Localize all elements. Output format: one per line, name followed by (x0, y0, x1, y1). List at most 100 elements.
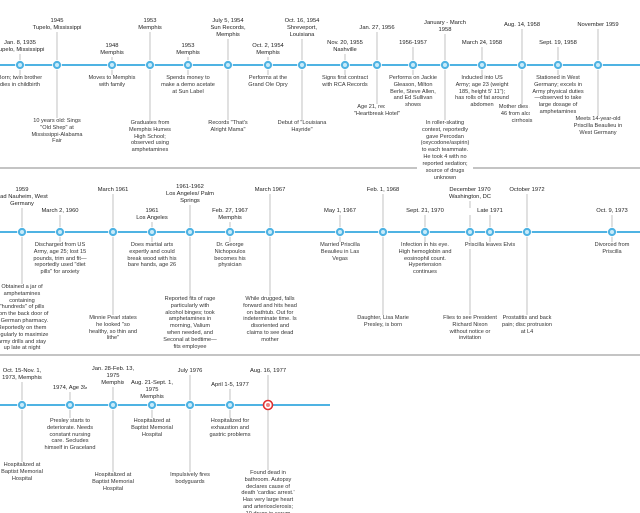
event-date: 1959 Bad Nauheim, West Germany (0, 187, 50, 209)
date: October 1972 (509, 187, 545, 193)
event-date: October 1972 (499, 187, 555, 195)
event-description: Obtained a jar of amphetamines containin… (0, 284, 50, 353)
event-date: 1953 Memphis (160, 43, 216, 58)
date: March 1967 (254, 187, 286, 193)
event-dot-center (520, 63, 524, 67)
event-dot-center (188, 230, 192, 234)
date: Sept. 21, 1970 (406, 208, 444, 214)
place: Los Angeles/ Palm Springs (165, 191, 214, 205)
event-dot-center (148, 63, 152, 67)
event-date: 1974, Age 39 (42, 385, 98, 393)
event-description: Dr. George Nichopoulos becomes his physi… (202, 242, 258, 270)
place: Nashville (333, 47, 357, 54)
date: Oct. 16, 1954 (284, 18, 320, 24)
event-description: Prostatitis and back pain; disc protrusi… (499, 315, 555, 336)
date: Oct. 2, 1954 (252, 43, 284, 49)
event-dot-center (468, 230, 472, 234)
event-description: Minnie Pearl states he looked "so health… (85, 315, 141, 343)
event-date: 1948 Memphis (84, 43, 140, 58)
place: Tupelo, Mississippi (32, 25, 82, 32)
event-dot-center (150, 403, 154, 407)
event-description: Infection in his eye. High hemoglobin an… (397, 242, 453, 277)
event-description: Hospitalized for exhaustion and gastric … (202, 418, 258, 439)
event-date: March 1961 (85, 187, 141, 195)
event-description: Performs at the Grand Ole Opry (240, 75, 296, 89)
event-dot-center (55, 63, 59, 67)
event-date: Oct. 16, 1954 Shreveport, Louisiana (274, 18, 330, 40)
event-date: Oct. 15-Nov. 1, 1973, Memphis (0, 368, 50, 383)
event-dot-center (18, 63, 22, 67)
event-description: Divorced from Priscilla (584, 242, 640, 256)
event-date: 1953 Memphis (122, 18, 178, 33)
date: April 1-5, 1977 (211, 382, 249, 388)
event-description: Discharged from US Army, age 25; lost 15… (32, 242, 88, 277)
event-description: Performs on Jackie Gleason, Milton Berle… (385, 75, 441, 110)
place: Washington, DC (449, 194, 491, 201)
event-date: 1945 Tupelo, Mississippi (29, 18, 85, 33)
event-description: Does martial arts expertly and could bre… (124, 242, 180, 270)
date: Sept. 19, 1958 (539, 40, 577, 46)
event-dot-center (150, 230, 154, 234)
date: Oct. 9, 1973 (596, 208, 628, 214)
place: Memphis (138, 25, 162, 32)
event-date: Sept. 19, 1958 (530, 40, 586, 48)
date: Jan. 28-Feb. 13, 1975 (91, 366, 135, 380)
event-date: Jan. 8, 1935 Tupelo, Mississippi (0, 40, 48, 55)
event-dot-center (68, 403, 72, 407)
place: Memphis (218, 215, 242, 222)
date: Feb. 27, 1967 (212, 208, 248, 214)
event-dot-center (338, 230, 342, 234)
event-dot-center (20, 403, 24, 407)
place: Tupelo, Mississippi (0, 47, 45, 54)
event-dot-center (111, 230, 115, 234)
event-description: Daughter, Lisa Marie Presley, is born (355, 315, 411, 329)
event-date: 1961-1962 Los Angeles/ Palm Springs (162, 184, 218, 206)
date: July 1976 (177, 368, 203, 374)
event-dot-center (343, 63, 347, 67)
event-dot-center (20, 230, 24, 234)
date: Late 1971 (477, 208, 503, 214)
event-dot-center (381, 230, 385, 234)
date: March 24, 1958 (461, 40, 503, 46)
event-dot-center (556, 63, 560, 67)
date: 1974, Age 39 (52, 385, 88, 391)
event-date: Oct. 9, 1973 (584, 208, 640, 216)
event-dot-center (488, 230, 492, 234)
event-date: April 1-5, 1977 (202, 382, 258, 390)
place: Memphis (100, 50, 124, 57)
event-description: Hospitalized at Baptist Memorial Hospita… (0, 462, 50, 483)
event-description: Hospitalized at Baptist Memorial Hospita… (124, 418, 180, 439)
date: 1959 (15, 187, 29, 193)
event-dot-center (186, 63, 190, 67)
event-date: Feb. 1, 1968 (355, 187, 411, 195)
event-description: Graduates from Memphis Humes High School… (122, 120, 178, 155)
date: Nov. 20, 1955 (327, 40, 363, 46)
event-date: July 1976 (162, 368, 218, 376)
event-description: Debut of "Louisiana Hayride" (274, 120, 330, 134)
event-date: January - March 1958 (417, 20, 473, 35)
event-date: Aug. 16, 1977 (240, 368, 296, 376)
event-date: March 24, 1958 (454, 40, 510, 48)
date: January - March 1958 (424, 20, 466, 34)
place: Memphis (176, 50, 200, 57)
date: Aug. 21-Sept. 1, 1975 (131, 380, 173, 394)
event-description: Stationed in West Germany; excels in Arm… (530, 75, 586, 116)
event-date: 1956-1957 (385, 40, 441, 48)
event-dot-center (300, 63, 304, 67)
event-description: While drugged, falls forward and hits he… (242, 296, 298, 344)
event-dot-center (443, 63, 447, 67)
place: Sun Records, Memphis (210, 25, 246, 39)
place: Bad Nauheim, West Germany (0, 194, 48, 208)
date: Oct. 15-Nov. 1, 1973, Memphis (2, 368, 42, 382)
date: 1961 (145, 208, 159, 214)
date: December 1970 (449, 187, 491, 193)
event-dot-center (266, 63, 270, 67)
date: May 1, 1967 (324, 208, 356, 214)
event-dot-center (375, 63, 379, 67)
event-dot-center (525, 230, 529, 234)
event-description: Signs first contract with RCA Records (317, 75, 373, 89)
date: Jan. 8, 1935 (4, 40, 36, 46)
event-description: Reported fits of rage particularly with … (162, 296, 218, 351)
